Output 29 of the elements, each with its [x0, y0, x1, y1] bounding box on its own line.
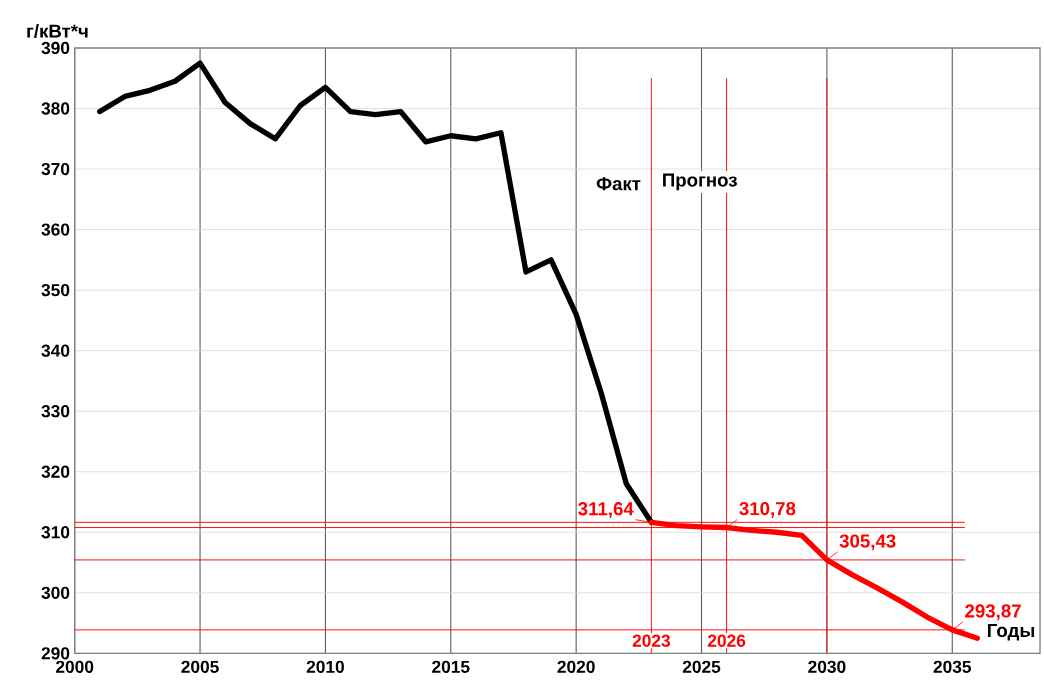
data-label: 311,64 — [578, 502, 634, 519]
ref-line-label: 2026 — [707, 634, 746, 648]
x-tick-label: 2010 — [306, 660, 344, 674]
y-tick-label: 390 — [41, 42, 70, 55]
data-label: 305,43 — [839, 534, 896, 551]
data-label: 310,78 — [739, 502, 796, 519]
y-tick-label: 370 — [41, 163, 70, 176]
y-tick-label: 310 — [41, 526, 70, 539]
y-tick-label: 330 — [41, 405, 70, 418]
data-label: 293,87 — [965, 604, 1021, 621]
annotation: Прогноз — [663, 173, 737, 191]
y-axis-title: г/кВт*ч — [27, 24, 88, 39]
x-tick-label: 2030 — [808, 660, 846, 674]
y-tick-label: 350 — [41, 284, 70, 297]
x-tick-label: 2015 — [432, 660, 470, 674]
y-tick-label: 320 — [41, 465, 70, 479]
ref-line-label: 2023 — [632, 634, 671, 648]
y-tick-label: 340 — [41, 344, 70, 357]
x-tick-label: 2035 — [933, 660, 972, 674]
y-tick-label: 380 — [41, 102, 70, 115]
y-tick-label: 360 — [41, 223, 70, 236]
x-tick-label: 2020 — [557, 660, 595, 674]
y-tick-label: 300 — [41, 586, 70, 600]
y-tick-label: 290 — [41, 647, 70, 660]
x-tick-label: 2025 — [682, 660, 721, 674]
x-tick-label: 2005 — [181, 660, 219, 674]
x-axis-title: Годы — [987, 624, 1035, 641]
annotation: Факт — [596, 177, 641, 191]
x-tick-label: 2000 — [56, 660, 94, 674]
